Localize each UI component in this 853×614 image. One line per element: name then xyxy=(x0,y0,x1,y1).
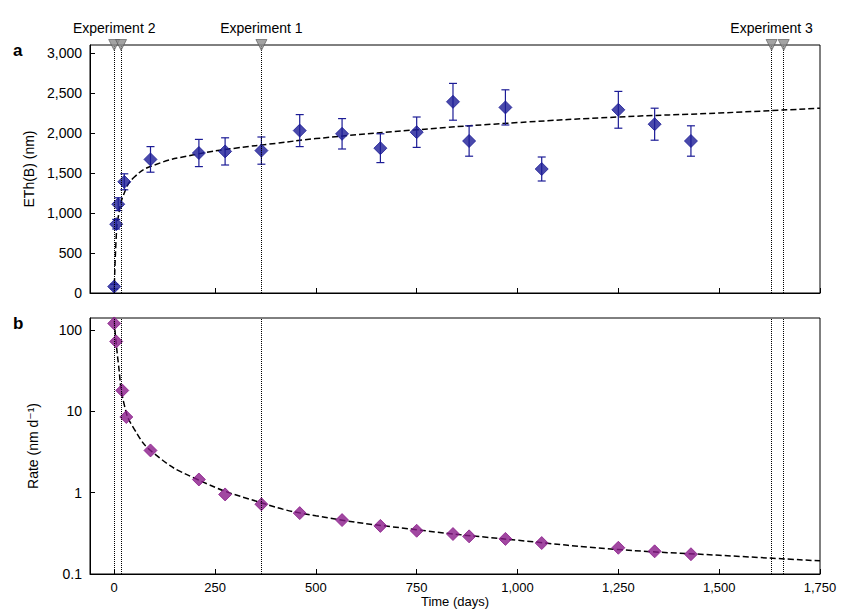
svg-text:1,500: 1,500 xyxy=(703,580,736,595)
svg-text:a: a xyxy=(13,41,23,60)
svg-text:500: 500 xyxy=(59,245,83,261)
svg-text:0: 0 xyxy=(111,580,118,595)
svg-text:500: 500 xyxy=(305,580,327,595)
svg-text:Experiment 3: Experiment 3 xyxy=(730,20,813,36)
svg-text:Rate (nm d⁻¹): Rate (nm d⁻¹) xyxy=(25,403,41,489)
svg-text:1,000: 1,000 xyxy=(47,205,82,221)
svg-text:3,000: 3,000 xyxy=(47,45,82,61)
svg-text:100: 100 xyxy=(59,322,83,338)
svg-text:Experiment 1: Experiment 1 xyxy=(220,20,303,36)
svg-text:2,500: 2,500 xyxy=(47,85,82,101)
svg-text:0: 0 xyxy=(74,285,82,301)
svg-text:1: 1 xyxy=(74,485,82,501)
svg-text:Experiment 2: Experiment 2 xyxy=(73,20,156,36)
svg-text:0.1: 0.1 xyxy=(63,566,83,582)
svg-text:Time (days): Time (days) xyxy=(421,594,489,609)
svg-text:1,250: 1,250 xyxy=(602,580,635,595)
svg-text:750: 750 xyxy=(406,580,428,595)
svg-text:ETh(B) (nm): ETh(B) (nm) xyxy=(21,131,37,208)
svg-text:1,500: 1,500 xyxy=(47,165,82,181)
svg-text:250: 250 xyxy=(204,580,226,595)
svg-text:10: 10 xyxy=(66,403,82,419)
svg-text:2,000: 2,000 xyxy=(47,125,82,141)
svg-text:1,000: 1,000 xyxy=(501,580,534,595)
svg-text:1,750: 1,750 xyxy=(804,580,837,595)
svg-text:b: b xyxy=(13,314,23,333)
